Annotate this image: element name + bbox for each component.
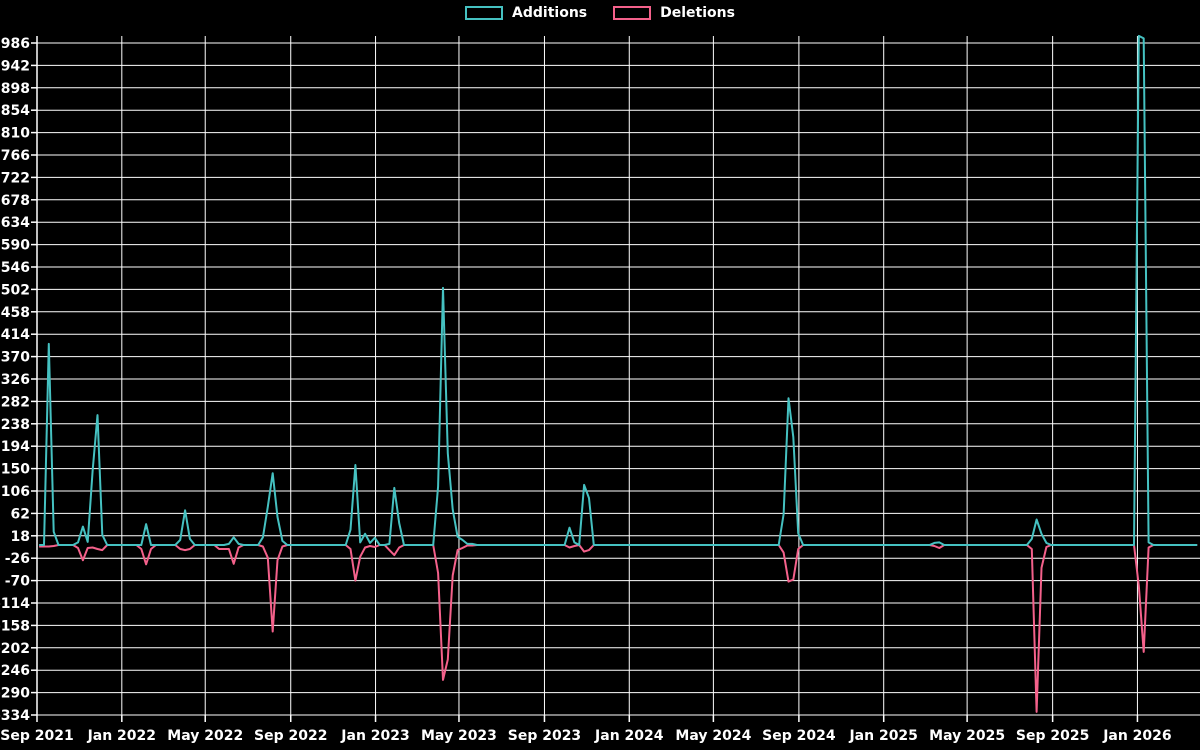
y-tick-label: 194 (1, 439, 30, 455)
y-tick-label: 810 (1, 126, 30, 142)
additions-line (39, 34, 1198, 546)
y-tick-label: 458 (1, 305, 30, 321)
x-tick-label: Sep 2023 (508, 728, 581, 744)
y-tick-label: 370 (1, 350, 30, 366)
y-tick-label: 62 (11, 506, 30, 522)
y-tick-label: -70 (5, 574, 31, 590)
y-tick-label: 942 (1, 58, 30, 74)
y-tick-label: 106 (1, 484, 30, 500)
x-tick-label: May 2022 (167, 728, 243, 744)
y-tick-label: -334 (0, 708, 30, 724)
chart-legend: Additions Deletions (0, 6, 1200, 20)
x-tick-label: Jan 2026 (1102, 728, 1171, 744)
y-tick-label: -202 (0, 641, 30, 657)
x-tick-label: Sep 2022 (254, 728, 327, 744)
y-tick-label: 986 (1, 36, 30, 52)
y-tick-label: 546 (1, 260, 30, 276)
y-tick-label: 502 (1, 282, 30, 298)
x-tick-label: Jan 2025 (848, 728, 917, 744)
y-tick-label: -158 (0, 618, 30, 634)
legend-additions: Additions (465, 6, 587, 20)
x-tick-label: May 2024 (675, 728, 751, 744)
y-tick-label: 898 (1, 81, 30, 97)
legend-additions-label: Additions (512, 5, 588, 21)
legend-deletions-label: Deletions (660, 5, 735, 21)
deletions-swatch-icon (613, 6, 652, 20)
y-tick-label: -26 (5, 551, 30, 567)
y-tick-label: 722 (1, 170, 30, 186)
x-tick-label: Sep 2025 (1016, 728, 1089, 744)
y-tick-label: 238 (1, 417, 30, 433)
y-tick-label: 326 (1, 372, 30, 388)
y-tick-label: -114 (0, 596, 30, 612)
y-tick-label: 18 (11, 529, 30, 545)
y-tick-label: 854 (1, 103, 30, 119)
additions-swatch-icon (465, 6, 504, 20)
x-tick-label: Sep 2021 (0, 728, 73, 744)
x-tick-label: Jan 2024 (594, 728, 664, 744)
y-tick-label: -246 (0, 663, 30, 679)
y-tick-label: -290 (0, 686, 30, 702)
legend-deletions: Deletions (613, 6, 735, 20)
x-tick-label: Jan 2023 (340, 728, 409, 744)
y-tick-label: 590 (1, 238, 30, 254)
x-tick-label: May 2025 (929, 728, 1005, 744)
x-tick-label: May 2023 (421, 728, 497, 744)
deletions-line (39, 544, 1198, 713)
x-tick-label: Sep 2024 (762, 728, 836, 744)
y-tick-label: 634 (1, 215, 30, 231)
x-tick-label: Jan 2022 (87, 728, 156, 744)
y-tick-label: 150 (1, 462, 30, 478)
y-tick-label: 766 (1, 148, 30, 164)
y-tick-label: 282 (1, 394, 30, 410)
y-tick-label: 678 (1, 193, 30, 209)
y-tick-label: 414 (1, 327, 30, 343)
